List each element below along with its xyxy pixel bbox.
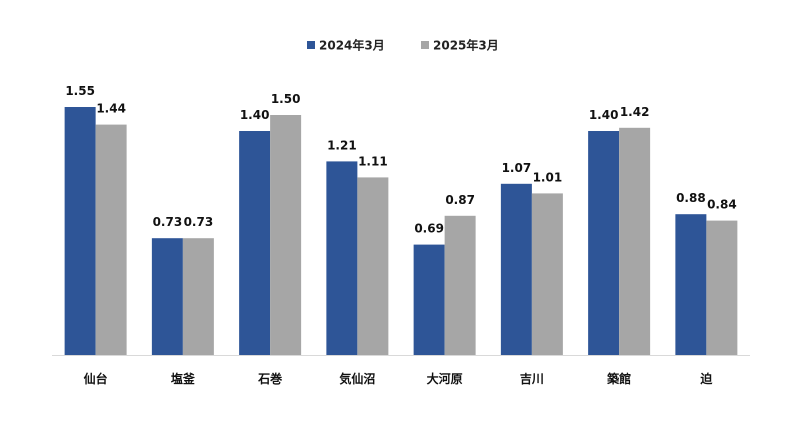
bar-1-5 — [413, 244, 445, 355]
legend-label-1: 2024年3月 — [319, 38, 385, 53]
value-label-2-4: 1.11 — [358, 154, 388, 168]
bar-1-8 — [675, 214, 707, 355]
legend: 2024年3月 2025年3月 — [307, 38, 499, 53]
bar-2-7 — [619, 127, 651, 355]
category-label-3: 石巻 — [257, 371, 283, 386]
value-label-2-5: 0.87 — [445, 193, 475, 207]
bar-1-7 — [588, 131, 620, 355]
value-label-1-1: 1.55 — [65, 84, 95, 98]
category-label-5: 大河原 — [427, 371, 463, 386]
bar-2-3 — [270, 115, 302, 355]
value-label-1-3: 1.40 — [240, 108, 270, 122]
value-labels-group: 1.551.440.73 0.731.401.501.211.110.690.87… — [65, 84, 736, 236]
bar-2-4 — [357, 177, 389, 355]
value-label-1-6: 1.07 — [502, 161, 532, 175]
legend-swatch-1 — [307, 41, 315, 49]
value-label-2-8: 0.84 — [707, 198, 737, 212]
category-label-8: 迫 — [699, 371, 713, 386]
value-label-2-6: 1.01 — [533, 170, 563, 184]
value-label-1-8: 0.88 — [676, 191, 706, 205]
legend-swatch-2 — [421, 41, 429, 49]
category-label-2: 塩釜 — [171, 371, 196, 386]
value-label-1-2: 0.73 — [153, 215, 183, 229]
bar-2-5 — [444, 215, 476, 355]
value-label-1-7: 1.40 — [589, 108, 619, 122]
bars-group — [64, 107, 738, 355]
value-label-1-4: 1.21 — [327, 138, 357, 152]
category-label-7: 築館 — [606, 371, 631, 386]
value-label-2-3: 1.50 — [271, 92, 301, 106]
bar-1-1 — [64, 107, 96, 355]
value-label-1-5: 0.69 — [414, 222, 444, 236]
legend-label-2: 2025年3月 — [433, 38, 499, 53]
bar-2-2 — [182, 238, 214, 355]
value-label-2-1: 1.44 — [96, 102, 126, 116]
value-label-2-7: 1.42 — [620, 105, 650, 119]
category-labels-group: 仙台 塩釜 石巻 気仙沼 大河原 吉川 築館 迫 — [84, 371, 714, 386]
bar-2-1 — [95, 124, 127, 355]
value-label-2-2: 0.73 — [184, 215, 214, 229]
bar-1-4 — [326, 161, 358, 355]
bar-2-8 — [706, 220, 738, 355]
category-label-6: 吉川 — [520, 371, 544, 386]
bar-1-3 — [239, 131, 271, 355]
category-label-1: 仙台 — [84, 371, 108, 386]
bar-2-6 — [531, 193, 563, 355]
bar-1-2 — [151, 238, 183, 355]
bar-1-6 — [500, 183, 532, 355]
category-label-4: 気仙沼 — [339, 371, 375, 386]
